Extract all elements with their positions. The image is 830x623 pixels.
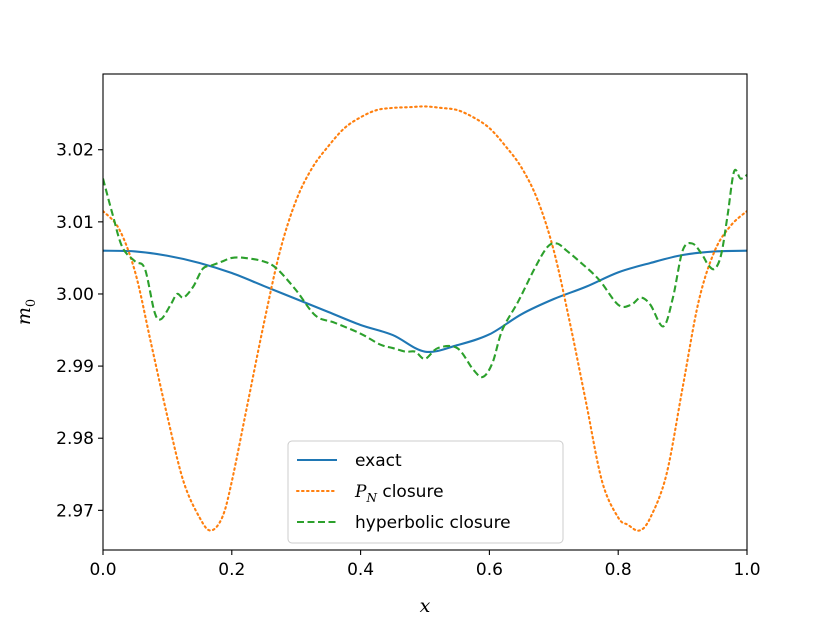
series-layer xyxy=(103,105,747,532)
series-line-1 xyxy=(103,105,747,532)
legend-label-2: hyperbolic closure xyxy=(355,513,511,533)
x-tick-label: 0.8 xyxy=(605,560,632,580)
y-tick-label: 2.97 xyxy=(56,501,94,521)
legend-label-1: PN closure xyxy=(354,482,444,505)
x-tick-label: 0.2 xyxy=(218,560,245,580)
y-axis: 2.97 2.98 2.99 3.00 3.01 3.02 xyxy=(56,141,103,521)
y-tick-label: 2.99 xyxy=(56,357,94,377)
x-tick-label: 1.0 xyxy=(733,560,760,580)
series-line-0 xyxy=(103,249,747,354)
plot-frame xyxy=(102,73,748,551)
legend: exact PN closure hyperbolic closure xyxy=(287,440,564,544)
legend-box xyxy=(287,440,564,544)
y-tick-label: 2.98 xyxy=(56,429,94,449)
series-line-2 xyxy=(103,168,747,379)
y-axis-label: m0 xyxy=(13,299,39,325)
y-tick-label: 3.01 xyxy=(56,213,94,233)
x-tick-label: 0.4 xyxy=(347,560,374,580)
x-tick-label: 0.0 xyxy=(89,560,116,580)
x-axis: 0.0 0.2 0.4 0.6 0.8 1.0 xyxy=(89,550,761,580)
y-tick-label: 3.02 xyxy=(56,141,94,161)
legend-label-0: exact xyxy=(355,451,402,471)
svg-text:m0: m0 xyxy=(13,299,39,325)
x-tick-label: 0.6 xyxy=(476,560,503,580)
x-axis-label: x xyxy=(420,595,431,617)
y-tick-label: 3.00 xyxy=(56,285,94,305)
y-axis-label-subscript: 0 xyxy=(24,299,39,307)
y-axis-label-main: m xyxy=(13,307,35,325)
